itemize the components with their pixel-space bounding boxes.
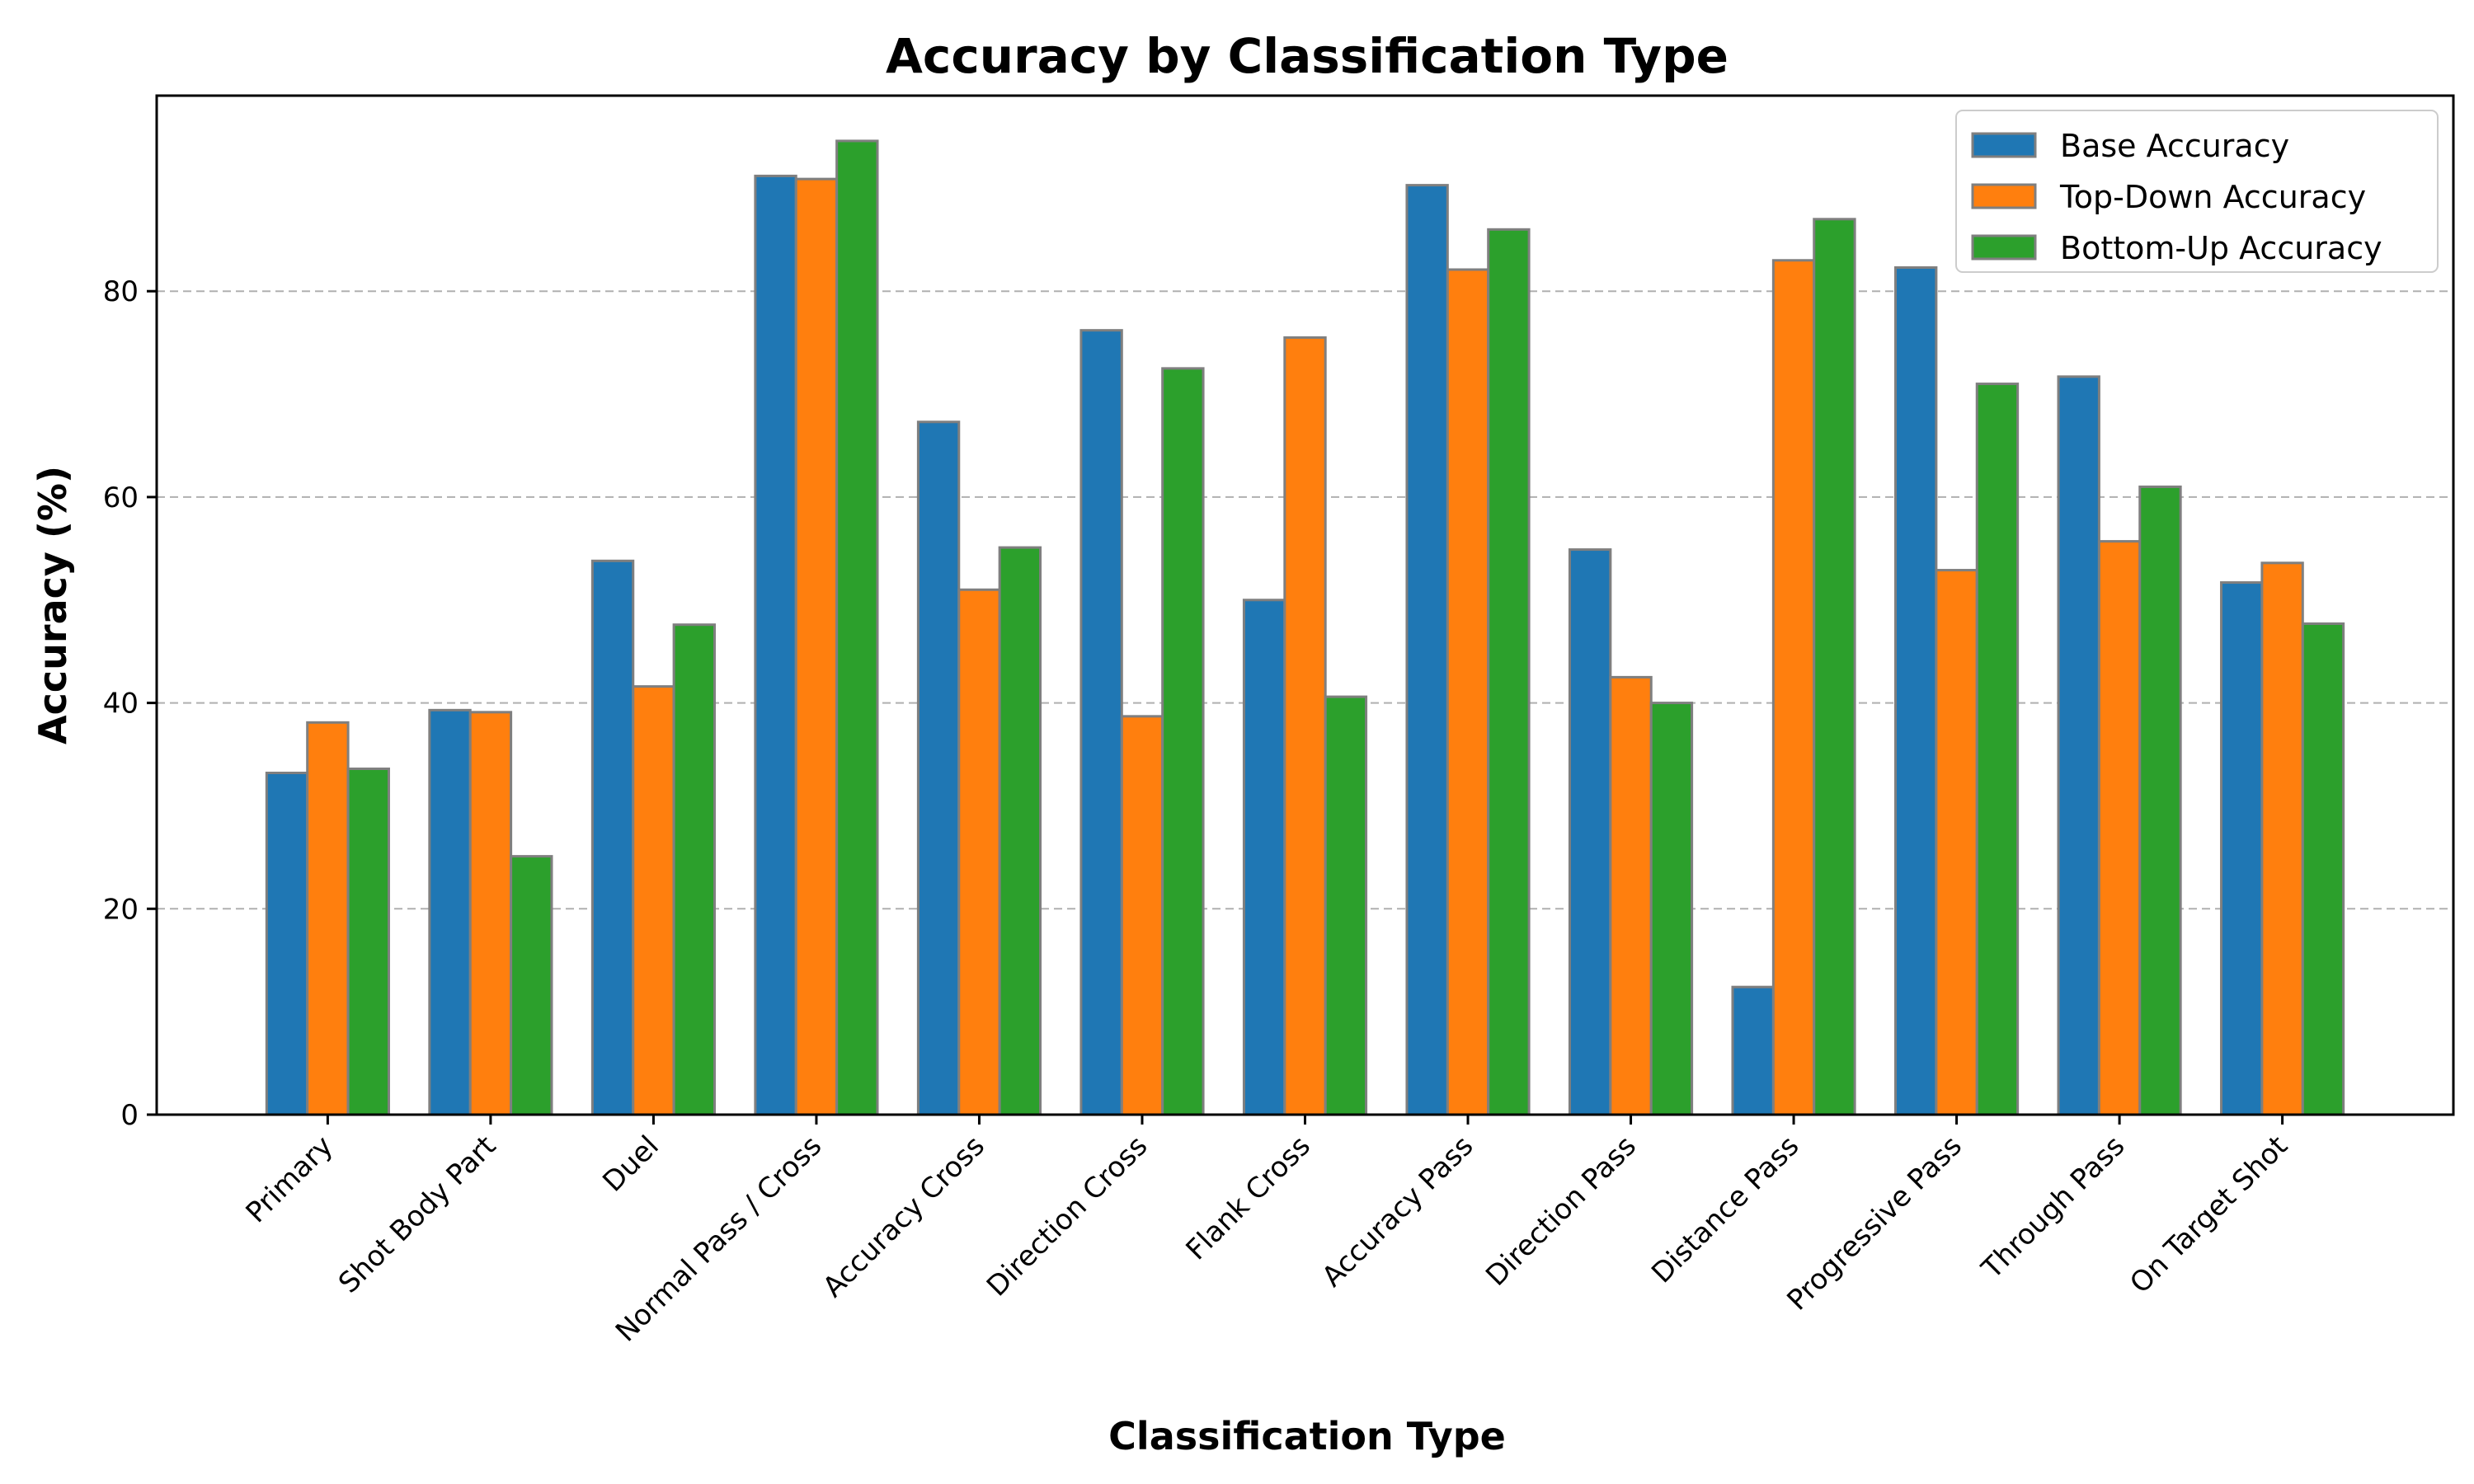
legend-swatch xyxy=(1971,183,2037,209)
bar-top-down-accuracy-11 xyxy=(2097,540,2142,1116)
legend-box xyxy=(1955,110,2439,273)
bar-bottom-up-accuracy-6 xyxy=(1324,695,1368,1116)
bar-bottom-up-accuracy-9 xyxy=(1813,218,1856,1116)
y-axis-ticks: 0 20 40 60 80 xyxy=(103,275,157,1132)
y-tick-label: 60 xyxy=(103,481,139,514)
bar-base-accuracy-6 xyxy=(1242,599,1286,1116)
bar-base-accuracy-3 xyxy=(754,174,797,1116)
bar-base-accuracy-11 xyxy=(2057,375,2100,1116)
bar-bottom-up-accuracy-1 xyxy=(510,855,553,1116)
bar-bottom-up-accuracy-4 xyxy=(998,546,1042,1116)
bar-top-down-accuracy-2 xyxy=(632,685,675,1116)
y-axis-label: Accuracy (%) xyxy=(31,466,75,744)
bar-base-accuracy-12 xyxy=(2220,581,2264,1116)
legend: Base Accuracy Top-Down Accuracy Bottom-Up … xyxy=(1955,110,2439,273)
bar-top-down-accuracy-3 xyxy=(794,177,839,1116)
y-tick-label: 0 xyxy=(120,1099,139,1132)
bar-top-down-accuracy-9 xyxy=(1771,259,1816,1116)
bar-base-accuracy-4 xyxy=(916,420,961,1116)
legend-label: Bottom-Up Accuracy xyxy=(2060,230,2382,266)
chart-title: Accuracy by Classification Type xyxy=(886,28,1729,84)
bar-bottom-up-accuracy-7 xyxy=(1487,228,1531,1116)
bar-top-down-accuracy-5 xyxy=(1120,715,1164,1116)
bar-top-down-accuracy-1 xyxy=(468,711,513,1116)
y-tick-label: 40 xyxy=(103,688,139,721)
bar-bottom-up-accuracy-8 xyxy=(1649,702,1694,1116)
bar-top-down-accuracy-12 xyxy=(2260,561,2304,1116)
bar-bottom-up-accuracy-10 xyxy=(1975,383,2020,1116)
bar-bottom-up-accuracy-3 xyxy=(835,139,879,1116)
legend-label: Base Accuracy xyxy=(2060,128,2289,164)
bar-base-accuracy-2 xyxy=(590,559,635,1116)
legend-label: Top-Down Accuracy xyxy=(2059,179,2366,215)
bar-top-down-accuracy-0 xyxy=(306,721,350,1116)
bar-bottom-up-accuracy-0 xyxy=(346,768,390,1116)
bar-base-accuracy-5 xyxy=(1079,329,1123,1116)
bar-top-down-accuracy-8 xyxy=(1609,675,1653,1116)
y-tick-label: 80 xyxy=(103,275,139,308)
bar-top-down-accuracy-7 xyxy=(1446,268,1490,1116)
x-axis-label: Classification Type xyxy=(1108,1414,1506,1458)
bar-base-accuracy-0 xyxy=(265,772,309,1116)
bar-bottom-up-accuracy-12 xyxy=(2301,622,2345,1116)
bar-bottom-up-accuracy-5 xyxy=(1161,367,1205,1116)
legend-swatch xyxy=(1971,132,2037,158)
bar-base-accuracy-1 xyxy=(428,708,472,1116)
bar-base-accuracy-9 xyxy=(1731,985,1775,1116)
bar-base-accuracy-10 xyxy=(1894,265,1938,1116)
bar-top-down-accuracy-4 xyxy=(957,588,1001,1116)
bar-bottom-up-accuracy-11 xyxy=(2138,485,2182,1116)
legend-swatch xyxy=(1971,234,2037,261)
bar-bottom-up-accuracy-2 xyxy=(672,623,716,1116)
bars xyxy=(265,139,2345,1116)
bar-base-accuracy-7 xyxy=(1405,184,1449,1116)
bar-top-down-accuracy-10 xyxy=(1935,569,1978,1116)
bar-top-down-accuracy-6 xyxy=(1283,336,1327,1116)
bar-base-accuracy-8 xyxy=(1568,548,1612,1116)
y-tick-label: 20 xyxy=(103,893,139,926)
